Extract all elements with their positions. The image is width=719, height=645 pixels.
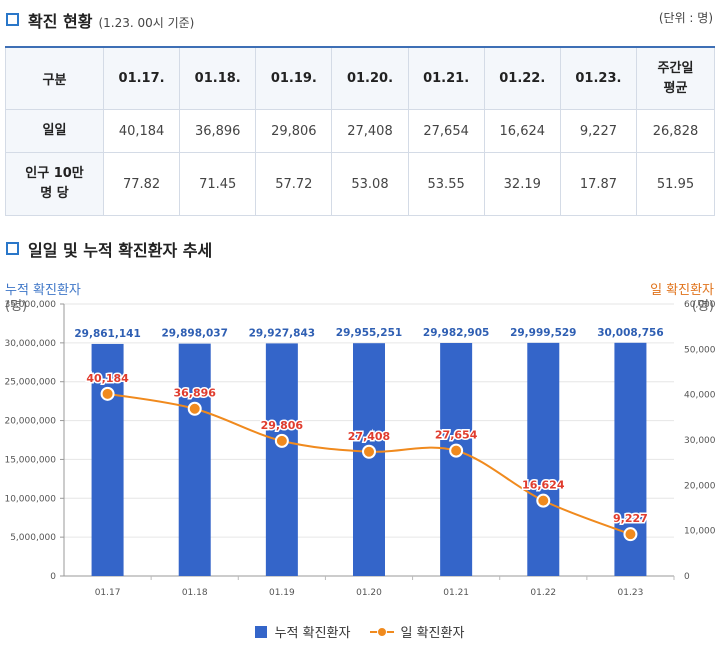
bar [527, 342, 560, 576]
right-axis-unit: (명) [691, 299, 714, 314]
table-cell: 32.19 [483, 152, 561, 216]
bar-data-label: 29,982,905 [423, 327, 489, 339]
right-tick-label: 30,000 [684, 436, 716, 446]
stats-table: 구분 01.17. 01.18. 01.19. 01.20. 01.21. 01… [5, 46, 715, 216]
line-data-label: 36,896 [173, 387, 216, 400]
table-cell: 27,408 [331, 109, 409, 153]
left-tick-label: 25,000,000 [4, 378, 56, 388]
x-tick-label: 01.22 [530, 588, 556, 598]
header-cell-weekly-avg: 주간일 평균 [636, 46, 715, 110]
left-tick-label: 0 [50, 572, 56, 582]
line-point [274, 433, 289, 448]
section-title: 확진 현황 [28, 12, 93, 31]
line-data-label: 29,806 [261, 419, 304, 432]
table-cell: 9,227 [559, 109, 638, 153]
section-header-status: 확진 현황 (1.23. 00시 기준) [6, 8, 194, 32]
legend-item-daily[interactable]: 일 확진환자 [370, 622, 464, 641]
header-cell: 01.18. [179, 46, 257, 110]
table-cell: 17.87 [559, 152, 638, 216]
bar [91, 343, 124, 576]
bar-data-label: 29,999,529 [510, 327, 576, 339]
section-title: 일일 및 누적 확진환자 추세 [28, 241, 213, 260]
legend-line-swatch [370, 626, 395, 638]
square-bullet-icon [6, 13, 19, 26]
table-cell: 40,184 [102, 109, 181, 153]
right-tick-label: 10,000 [684, 527, 716, 537]
bar-data-label: 29,898,037 [161, 328, 227, 340]
bar-data-label: 29,955,251 [336, 327, 402, 339]
left-tick-label: 5,000,000 [10, 533, 56, 543]
left-axis-unit: (명) [5, 299, 28, 314]
line-data-label: 27,408 [348, 430, 390, 443]
header-cell: 01.23. [559, 46, 638, 110]
header-cell: 01.17. [102, 46, 181, 110]
chart-legend: 누적 확진환자 일 확진환자 [0, 622, 719, 641]
left-tick-label: 30,000,000 [4, 339, 56, 349]
header-cell: 01.20. [331, 46, 409, 110]
line-point [100, 386, 115, 401]
bar [353, 343, 385, 576]
left-axis-title: 누적 확진환자 (명) [5, 283, 81, 315]
row-label: 일일 [5, 109, 104, 153]
legend-label: 일 확진환자 [400, 626, 465, 641]
row-label: 인구 10만 명 당 [5, 152, 104, 216]
line-data-label: 27,654 [435, 429, 478, 442]
table-cell: 26,828 [636, 109, 715, 153]
section-note: (1.23. 00시 기준) [98, 16, 195, 30]
line-point [449, 443, 464, 458]
legend-bar-swatch [254, 625, 267, 638]
bar-data-label: 30,008,756 [597, 327, 663, 339]
square-bullet-icon [6, 242, 19, 255]
header-cell: 01.21. [407, 46, 485, 110]
table-cell: 29,806 [255, 109, 333, 153]
x-tick-label: 01.21 [443, 588, 469, 598]
legend-item-cumulative[interactable]: 누적 확진환자 [254, 622, 351, 641]
left-tick-label: 20,000,000 [4, 417, 56, 427]
bar [440, 342, 473, 576]
right-tick-label: 50,000 [684, 345, 716, 355]
unit-label: (단위 : 명) [658, 11, 713, 25]
table-cell: 53.55 [407, 152, 485, 216]
table-cell: 57.72 [255, 152, 333, 216]
legend-label: 누적 확진환자 [274, 626, 351, 641]
line-point [623, 527, 638, 542]
x-tick-label: 01.23 [618, 588, 644, 598]
left-tick-label: 15,000,000 [4, 455, 56, 465]
table-cell: 36,896 [179, 109, 257, 153]
line-data-label: 9,227 [613, 512, 648, 525]
line-data-label: 40,184 [86, 372, 129, 385]
line-point [536, 493, 551, 508]
bar [178, 343, 211, 576]
header-cell: 구분 [5, 46, 104, 110]
right-tick-label: 0 [684, 572, 690, 582]
left-tick-label: 35,000,000 [4, 300, 56, 310]
x-tick-label: 01.20 [356, 588, 382, 598]
right-axis-title-text: 일 확진환자 [650, 283, 714, 298]
x-tick-label: 01.17 [95, 588, 121, 598]
header-cell: 01.19. [255, 46, 333, 110]
left-tick-label: 10,000,000 [4, 494, 56, 504]
table-cell: 71.45 [179, 152, 257, 216]
right-tick-label: 40,000 [684, 391, 716, 401]
bar-data-label: 29,927,843 [249, 327, 315, 339]
right-tick-label: 20,000 [684, 481, 716, 491]
table-cell: 77.82 [102, 152, 181, 216]
header-cell: 01.22. [483, 46, 561, 110]
line-point [187, 401, 202, 416]
line-point [362, 444, 376, 459]
bar [265, 343, 298, 576]
bar-data-label: 29,861,141 [74, 328, 140, 340]
table-row: 인구 10만 명 당 77.82 71.45 57.72 53.08 53.55… [5, 152, 715, 216]
left-axis-title-text: 누적 확진환자 [5, 283, 81, 298]
right-axis-title: 일 확진환자 (명) [650, 283, 714, 315]
table-cell: 51.95 [636, 152, 715, 216]
x-tick-label: 01.19 [269, 588, 295, 598]
table-header-row: 구분 01.17. 01.18. 01.19. 01.20. 01.21. 01… [5, 46, 715, 110]
table-cell: 53.08 [331, 152, 409, 216]
line-data-label: 16,624 [522, 479, 565, 492]
x-tick-label: 01.18 [182, 588, 208, 598]
section-header-trend: 일일 및 누적 확진환자 추세 [6, 237, 212, 261]
right-tick-label: 60,000 [684, 300, 716, 310]
